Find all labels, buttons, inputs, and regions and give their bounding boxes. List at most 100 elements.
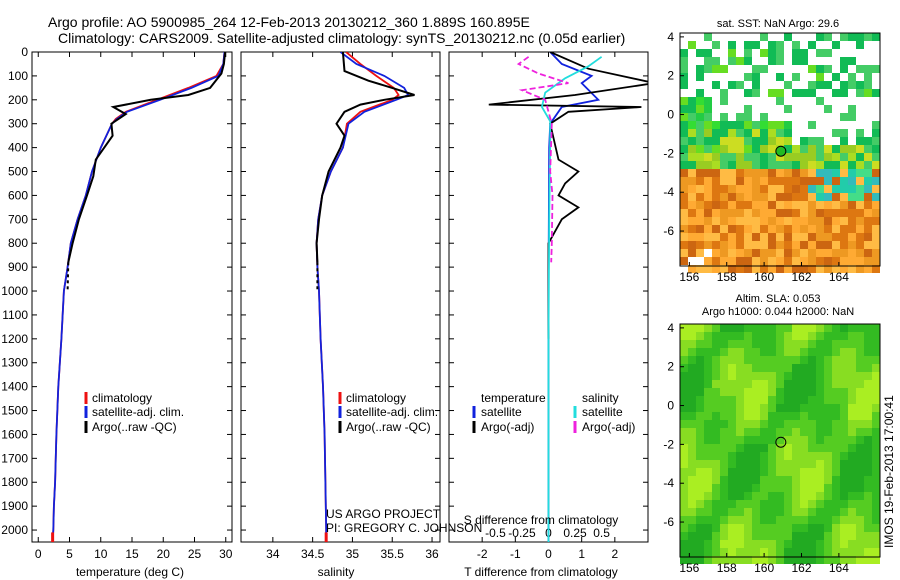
map-cell — [784, 33, 792, 41]
map-cell — [792, 348, 800, 356]
map-cell — [712, 556, 720, 564]
map-cell — [848, 396, 856, 404]
map-cell — [720, 356, 728, 364]
map-cell — [808, 412, 816, 420]
map-cell — [704, 364, 712, 372]
map-cell — [800, 161, 808, 169]
map-cell — [712, 41, 720, 49]
map-cell — [712, 185, 720, 193]
map-cell — [808, 81, 816, 89]
map-cell — [840, 225, 848, 233]
map-cell — [776, 356, 784, 364]
map-cell — [792, 356, 800, 364]
map-cell — [872, 556, 880, 564]
map-cell — [800, 340, 808, 348]
map-cell — [768, 145, 776, 153]
map-cell — [872, 241, 880, 249]
map-cell — [864, 444, 872, 452]
map-cell — [784, 444, 792, 452]
map-cell — [800, 57, 808, 65]
map-cell — [808, 556, 816, 564]
map-cell — [832, 89, 840, 97]
map-cell — [720, 380, 728, 388]
sst-argo-location-marker — [775, 145, 787, 157]
pi-annotation: PI: GREGORY C. JOHNSON — [326, 521, 482, 535]
map-cell — [736, 257, 744, 265]
map-cell — [680, 524, 688, 532]
map-cell — [680, 113, 688, 121]
map-cell — [704, 265, 712, 273]
map-cell — [776, 233, 784, 241]
map-cell — [832, 185, 840, 193]
map-cell — [816, 388, 824, 396]
map-y-tick-label: 4 — [667, 321, 674, 335]
map-cell — [768, 420, 776, 428]
x-tick-label: 1 — [578, 547, 585, 561]
map-cell — [840, 185, 848, 193]
map-cell — [856, 41, 864, 49]
map-cell — [784, 257, 792, 265]
map-cell — [712, 420, 720, 428]
map-cell — [872, 476, 880, 484]
map-cell — [696, 532, 704, 540]
map-cell — [728, 265, 736, 273]
map-cell — [696, 161, 704, 169]
map-cell — [736, 348, 744, 356]
map-cell — [768, 500, 776, 508]
map-cell — [776, 209, 784, 217]
x-tick-label: 34 — [266, 547, 280, 561]
map-cell — [736, 265, 744, 273]
map-cell — [752, 225, 760, 233]
s-difference-xlabel: S difference from climatology — [464, 513, 619, 527]
map-cell — [824, 324, 832, 332]
map-cell — [688, 356, 696, 364]
y-tick-label: 1800 — [1, 475, 28, 489]
map-cell — [800, 324, 808, 332]
map-cell — [688, 364, 696, 372]
map-cell — [680, 500, 688, 508]
map-cell — [688, 540, 696, 548]
map-cell — [752, 444, 760, 452]
map-cell — [768, 524, 776, 532]
map-cell — [872, 193, 880, 201]
map-cell — [736, 201, 744, 209]
map-cell — [680, 105, 688, 113]
map-cell — [712, 233, 720, 241]
map-cell — [688, 41, 696, 49]
map-cell — [704, 145, 712, 153]
map-cell — [768, 492, 776, 500]
map-cell — [848, 177, 856, 185]
map-cell — [856, 233, 864, 241]
legend-label-argo: Argo(..raw -QC) — [346, 420, 431, 434]
map-cell — [736, 484, 744, 492]
map-cell — [856, 548, 864, 556]
temperature-plot-frame — [31, 51, 233, 543]
map-cell — [760, 332, 768, 340]
map-cell — [864, 340, 872, 348]
map-cell — [728, 356, 736, 364]
map-cell — [768, 412, 776, 420]
map-cell — [704, 508, 712, 516]
map-cell — [696, 193, 704, 201]
map-cell — [712, 241, 720, 249]
map-cell — [776, 177, 784, 185]
map-cell — [776, 129, 784, 137]
map-cell — [720, 265, 728, 273]
map-cell — [832, 129, 840, 137]
map-cell — [800, 257, 808, 265]
series-line-argo-raw-qc- — [315, 52, 415, 263]
map-cell — [720, 233, 728, 241]
map-cell — [712, 340, 720, 348]
map-cell — [728, 145, 736, 153]
map-cell — [720, 364, 728, 372]
map-cell — [744, 121, 752, 129]
map-cell — [824, 484, 832, 492]
map-cell — [792, 233, 800, 241]
series-line-t-satellite — [547, 52, 601, 542]
map-cell — [680, 452, 688, 460]
map-cell — [808, 476, 816, 484]
map-cell — [728, 324, 736, 332]
map-cell — [864, 65, 872, 73]
map-cell — [872, 396, 880, 404]
map-cell — [848, 249, 856, 257]
